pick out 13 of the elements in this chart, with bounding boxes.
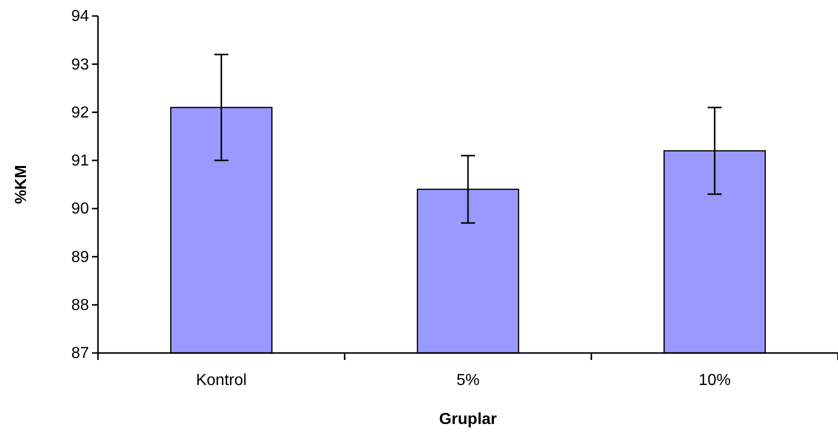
y-tick-label: 91	[71, 152, 90, 170]
y-axis-title: %KM	[13, 164, 30, 204]
y-tick-label: 92	[71, 104, 90, 122]
x-axis-title: Gruplar	[439, 411, 497, 428]
y-tick-label: 87	[71, 345, 90, 362]
y-tick-label: 94	[71, 8, 90, 26]
y-tick-label: 93	[71, 56, 90, 74]
y-tick-label: 90	[71, 200, 90, 218]
x-tick-label: Kontrol	[196, 372, 247, 389]
x-tick-label: 5%	[456, 372, 480, 389]
x-tick-label: 10%	[698, 372, 731, 389]
y-tick-label: 88	[71, 296, 90, 314]
y-tick-label: 89	[71, 248, 90, 266]
